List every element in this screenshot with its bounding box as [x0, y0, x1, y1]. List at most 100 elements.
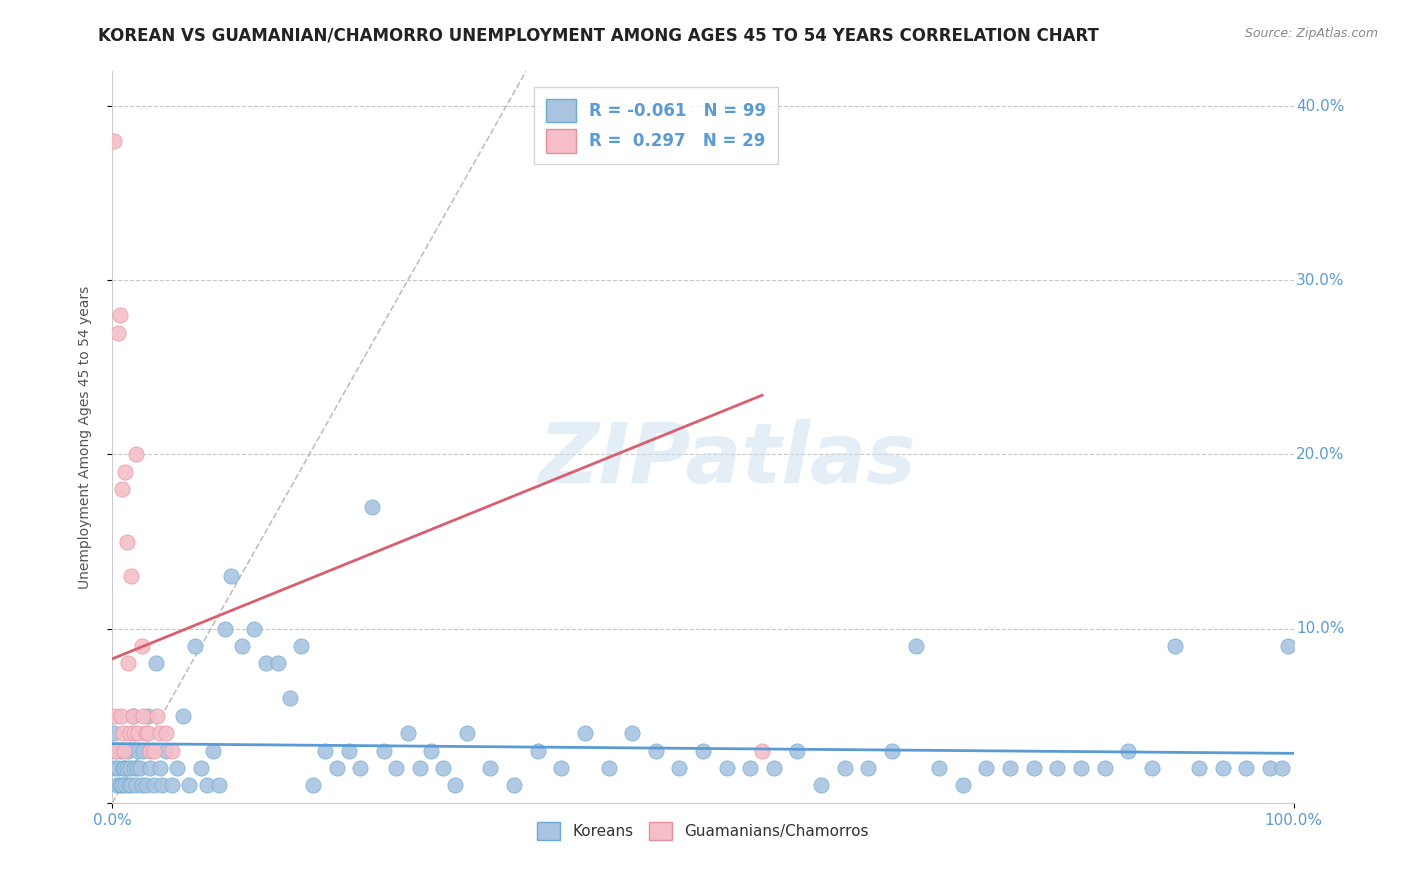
Point	[1188, 761, 1211, 775]
Point	[149, 726, 172, 740]
Point	[146, 708, 169, 723]
Point	[107, 326, 129, 340]
Point	[160, 743, 183, 757]
Point	[231, 639, 253, 653]
Point	[361, 500, 384, 514]
Point	[155, 726, 177, 740]
Point	[120, 761, 142, 775]
Point	[337, 743, 360, 757]
Point	[928, 761, 950, 775]
Point	[104, 761, 127, 775]
Point	[598, 761, 620, 775]
Point	[121, 708, 143, 723]
Point	[115, 534, 138, 549]
Point	[127, 761, 149, 775]
Point	[1234, 761, 1257, 775]
Legend: Koreans, Guamanians/Chamorros: Koreans, Guamanians/Chamorros	[531, 815, 875, 847]
Text: ZIPatlas: ZIPatlas	[537, 418, 915, 500]
Point	[179, 778, 201, 792]
Point	[1046, 761, 1069, 775]
Point	[444, 778, 467, 792]
Point	[786, 743, 808, 757]
Point	[1164, 639, 1187, 653]
Point	[172, 708, 194, 723]
Point	[125, 448, 148, 462]
Point	[135, 778, 157, 792]
Point	[155, 743, 177, 757]
Point	[201, 743, 224, 757]
Point	[120, 726, 142, 740]
Point	[503, 778, 526, 792]
Point	[149, 761, 172, 775]
Point	[243, 622, 266, 636]
Point	[976, 761, 998, 775]
Point	[105, 778, 128, 792]
Point	[479, 761, 502, 775]
Point	[326, 761, 349, 775]
Point	[112, 761, 135, 775]
Point	[132, 708, 155, 723]
Point	[104, 708, 127, 723]
Point	[107, 761, 129, 775]
Point	[314, 743, 336, 757]
Text: 40.0%: 40.0%	[1296, 99, 1344, 113]
Point	[254, 657, 277, 671]
Point	[195, 778, 218, 792]
Point	[117, 743, 139, 757]
Point	[110, 743, 132, 757]
Point	[762, 761, 785, 775]
Point	[668, 761, 690, 775]
Point	[132, 743, 155, 757]
Point	[349, 761, 371, 775]
Point	[112, 761, 135, 775]
Point	[219, 569, 242, 583]
Point	[142, 778, 165, 792]
Point	[1094, 761, 1116, 775]
Point	[904, 639, 927, 653]
Point	[128, 761, 150, 775]
Point	[998, 761, 1021, 775]
Point	[526, 743, 548, 757]
Point	[125, 778, 148, 792]
Point	[740, 761, 762, 775]
Point	[136, 726, 159, 740]
Point	[145, 657, 167, 671]
Point	[108, 778, 131, 792]
Y-axis label: Unemployment Among Ages 45 to 54 years: Unemployment Among Ages 45 to 54 years	[77, 285, 91, 589]
Point	[131, 639, 153, 653]
Point	[1277, 639, 1299, 653]
Point	[644, 743, 666, 757]
Point	[1070, 761, 1092, 775]
Point	[716, 761, 738, 775]
Point	[385, 761, 408, 775]
Point	[111, 778, 134, 792]
Point	[858, 761, 880, 775]
Point	[122, 761, 145, 775]
Point	[114, 778, 136, 792]
Point	[302, 778, 325, 792]
Point	[1116, 743, 1139, 757]
Point	[135, 726, 157, 740]
Point	[574, 726, 596, 740]
Point	[880, 743, 903, 757]
Point	[810, 778, 832, 792]
Point	[150, 778, 173, 792]
Point	[111, 483, 134, 497]
Text: 10.0%: 10.0%	[1296, 621, 1344, 636]
Point	[208, 778, 231, 792]
Point	[550, 761, 572, 775]
Point	[267, 657, 290, 671]
Point	[112, 743, 135, 757]
Point	[105, 743, 128, 757]
Point	[214, 622, 236, 636]
Point	[166, 761, 188, 775]
Point	[136, 708, 159, 723]
Point	[121, 708, 143, 723]
Point	[692, 743, 714, 757]
Point	[110, 708, 132, 723]
Text: 20.0%: 20.0%	[1296, 447, 1344, 462]
Point	[408, 761, 430, 775]
Point	[118, 778, 141, 792]
Point	[621, 726, 644, 740]
Point	[131, 778, 153, 792]
